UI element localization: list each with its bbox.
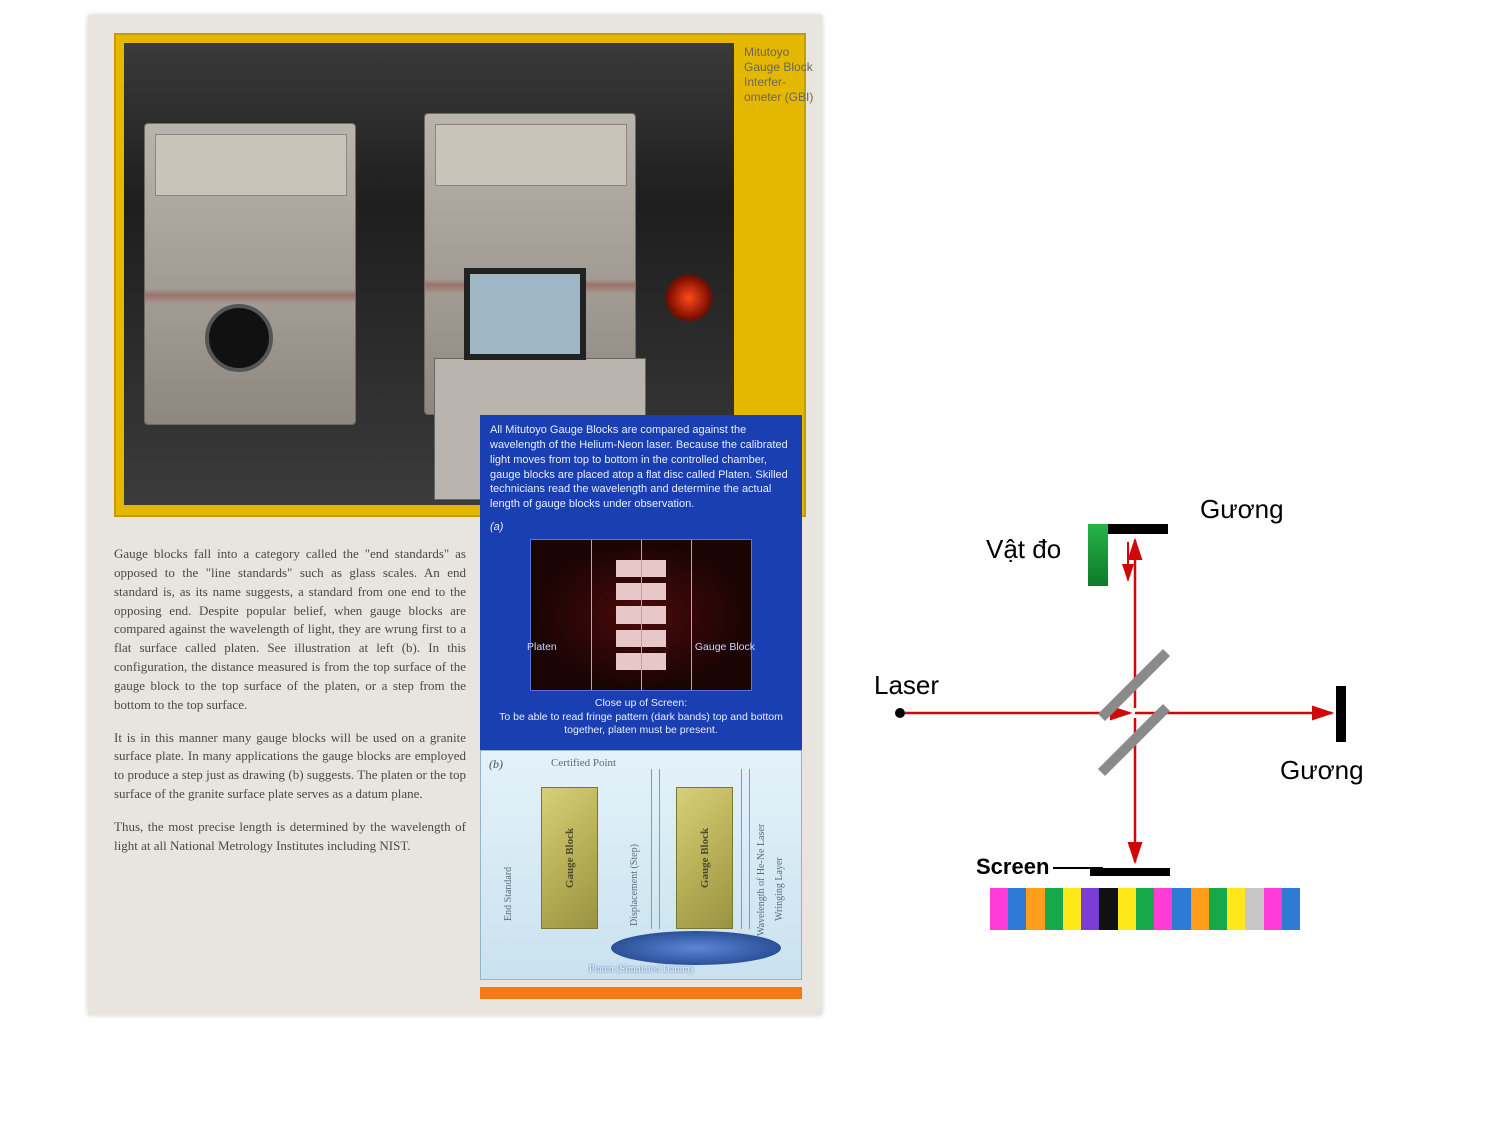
end-standard-label: End Standard	[503, 867, 514, 921]
label-vat-do: Vật đo	[986, 534, 1061, 565]
paragraph-3: Thus, the most precise length is determi…	[114, 818, 466, 856]
spectrum-stripe	[1154, 888, 1172, 930]
cyan-panel-b: (b) Certified Point Gauge Block Gauge Bl…	[480, 750, 802, 980]
certified-point-label: Certified Point	[551, 757, 616, 769]
monitor	[464, 268, 586, 360]
platen-label: Platen	[527, 640, 557, 654]
beam-paths-svg	[880, 480, 1400, 950]
label-guong-right: Gương	[1280, 755, 1364, 786]
blue-caption-title: Close up of Screen:	[490, 697, 792, 711]
spectrum-stripe	[1008, 888, 1026, 930]
platen-disc	[611, 931, 781, 965]
label-screen-text: Screen	[976, 854, 1049, 879]
measurement-object	[1088, 524, 1108, 586]
label-b: (b)	[489, 757, 503, 772]
platen-caption: Platen (Simulated Datum)	[481, 964, 801, 975]
spectrum-stripe	[1026, 888, 1044, 930]
spectrum-stripe	[1136, 888, 1154, 930]
scanned-page: Mitutoyo Gauge Block Interfer-ometer (GB…	[88, 15, 822, 1015]
mirror-top	[1108, 524, 1168, 534]
wavelength-label: Wavelength of He-Ne Laser	[756, 824, 767, 936]
paragraph-2: It is in this manner many gauge blocks w…	[114, 729, 466, 804]
spectrum-stripe	[1282, 888, 1300, 930]
mirror-right	[1336, 686, 1346, 742]
gauge-block-right: Gauge Block	[676, 787, 733, 929]
spectrum-stripe	[990, 888, 1008, 930]
spectrum-stripe	[1245, 888, 1263, 930]
spectrum-stripe	[1045, 888, 1063, 930]
equipment-caption: Mitutoyo Gauge Block Interfer-ometer (GB…	[744, 45, 822, 105]
fringe-closeup: Platen Gauge Block	[530, 539, 752, 691]
spectrum-stripe	[1099, 888, 1117, 930]
spectrum-stripe	[1172, 888, 1190, 930]
spectrum-stripe	[1063, 888, 1081, 930]
label-guong-top: Gương	[1200, 494, 1284, 525]
label-laser: Laser	[874, 670, 939, 701]
blue-caption-body: To be able to read fringe pattern (dark …	[490, 711, 792, 738]
gauge-block-left-text: Gauge Block	[564, 828, 576, 888]
machine-left	[144, 123, 356, 425]
blue-caption: Close up of Screen: To be able to read f…	[490, 697, 792, 738]
interferometer-diagram: Gương Vật đo Laser Gương Screen	[880, 480, 1400, 950]
spectrum-stripe	[1209, 888, 1227, 930]
spectrum-stripe	[1264, 888, 1282, 930]
blue-intro: All Mitutoyo Gauge Blocks are compared a…	[490, 423, 792, 512]
label-screen: Screen	[976, 854, 1103, 880]
wringing-label: Wringing Layer	[774, 857, 785, 921]
laser-glow	[664, 273, 714, 323]
displacement-label: Displacement (Step)	[629, 844, 640, 926]
screen-bar	[1090, 868, 1170, 876]
orange-strip	[480, 987, 802, 999]
spectrum-stripe	[1191, 888, 1209, 930]
gauge-block-left: Gauge Block	[541, 787, 598, 929]
spectrum-stripe	[1118, 888, 1136, 930]
blue-panel-a: All Mitutoyo Gauge Blocks are compared a…	[480, 415, 802, 750]
label-a: (a)	[490, 520, 792, 535]
gauge-block-right-text: Gauge Block	[699, 828, 711, 888]
paragraph-1: Gauge blocks fall into a category called…	[114, 545, 466, 715]
article-body: Gauge blocks fall into a category called…	[114, 545, 466, 870]
spectrum-stripe	[1227, 888, 1245, 930]
gaugeblock-label: Gauge Block	[695, 640, 755, 654]
canvas: Mitutoyo Gauge Block Interfer-ometer (GB…	[0, 0, 1499, 1124]
spectrum-bar	[990, 888, 1300, 930]
spectrum-stripe	[1081, 888, 1099, 930]
